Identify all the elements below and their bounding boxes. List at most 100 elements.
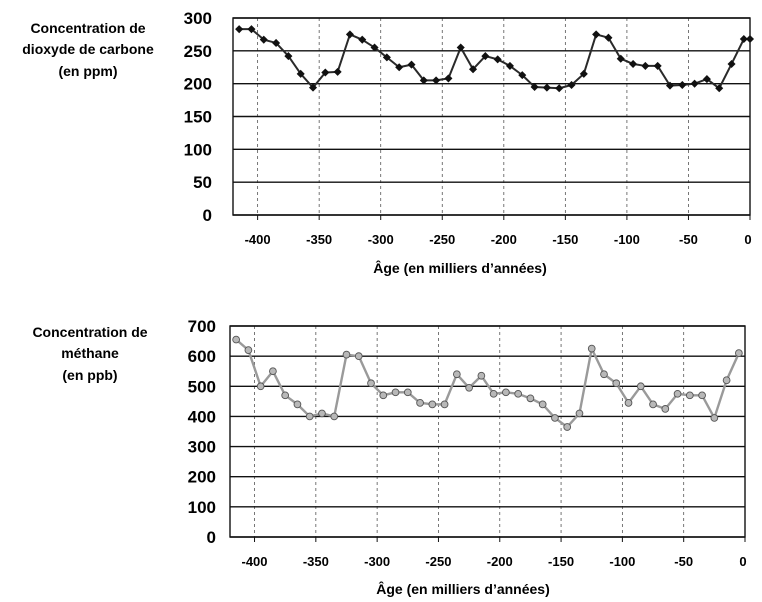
x-tick-label: -250 — [425, 554, 451, 569]
y-axis-label: Concentration de — [30, 20, 145, 36]
x-tick-label: -350 — [306, 232, 332, 247]
data-point — [293, 400, 302, 409]
data-point — [555, 84, 564, 93]
x-tick-label: -150 — [548, 554, 574, 569]
data-point — [600, 370, 608, 379]
data-point — [407, 60, 416, 69]
data-point — [641, 61, 650, 70]
data-point — [345, 30, 354, 39]
data-point — [505, 61, 514, 70]
data-point — [592, 30, 601, 39]
data-point — [514, 389, 523, 398]
x-axis-label: Âge (en milliers d’années) — [376, 580, 550, 597]
data-point — [678, 80, 687, 90]
data-point — [244, 346, 253, 354]
x-tick-label: 0 — [739, 554, 746, 569]
x-tick-label: 0 — [744, 232, 751, 247]
data-point — [542, 83, 551, 92]
y-tick-label: 500 — [188, 377, 216, 396]
data-point — [354, 352, 363, 360]
x-tick-label: -350 — [303, 554, 329, 569]
data-point — [579, 69, 588, 78]
data-point — [296, 69, 305, 78]
data-point — [305, 412, 314, 421]
data-point — [321, 68, 330, 77]
y-axis-label: méthane — [61, 345, 119, 361]
data-point — [727, 59, 736, 68]
x-tick-label: -150 — [552, 232, 578, 247]
data-point — [308, 83, 318, 92]
x-tick-label: -50 — [674, 554, 693, 569]
x-tick-label: -250 — [429, 232, 455, 247]
data-point — [518, 71, 527, 80]
data-point — [333, 67, 342, 76]
y-tick-label: 200 — [188, 468, 216, 487]
data-point — [587, 344, 596, 353]
data-point — [452, 370, 461, 379]
x-tick-label: -300 — [364, 554, 390, 569]
x-tick-label: -200 — [487, 554, 513, 569]
data-point — [538, 400, 547, 409]
data-point — [530, 82, 539, 91]
y-tick-label: 300 — [188, 438, 216, 457]
methane-chart: 0 100 200 300 400 500 600 700 -400 -350 -300 -250 -2… — [32, 317, 746, 597]
data-point — [624, 399, 633, 407]
data-point — [665, 81, 675, 90]
data-point — [735, 349, 743, 357]
data-point — [403, 388, 412, 397]
y-axis-label: (en ppb) — [62, 367, 117, 383]
y-tick-label: 150 — [184, 108, 212, 127]
data-point — [284, 52, 293, 61]
data-point — [391, 388, 400, 397]
y-axis-label: dioxyde de carbone — [22, 41, 154, 57]
x-tick-label: -100 — [614, 232, 640, 247]
y-tick-label: 600 — [188, 347, 216, 366]
x-tick-label: -400 — [242, 554, 268, 569]
data-point — [259, 35, 268, 44]
data-point — [432, 76, 441, 85]
x-tick-label: -100 — [609, 554, 635, 569]
data-point — [715, 84, 724, 93]
data-point — [629, 59, 638, 68]
data-point — [563, 423, 572, 431]
plot-frame — [229, 325, 746, 538]
data-point — [465, 383, 473, 392]
data-point — [481, 52, 490, 61]
data-point — [440, 400, 449, 409]
data-point — [567, 80, 576, 90]
y-tick-label: 300 — [184, 9, 212, 28]
y-axis-label: (en ppm) — [58, 63, 117, 79]
data-point — [232, 335, 240, 344]
data-point — [710, 414, 719, 422]
y-tick-label: 700 — [188, 317, 216, 336]
data-point — [612, 379, 621, 388]
data-point — [367, 379, 375, 388]
data-point — [673, 389, 682, 398]
data-point — [702, 75, 711, 84]
data-point — [604, 33, 613, 42]
data-point — [272, 38, 281, 47]
y-tick-label: 0 — [203, 206, 212, 225]
y-tick-label: 50 — [193, 173, 212, 192]
data-point — [444, 74, 453, 83]
data-point — [616, 54, 625, 63]
y-tick-label: 100 — [188, 498, 216, 517]
y-tick-label: 250 — [184, 42, 212, 61]
data-point — [235, 25, 244, 34]
data-point — [281, 391, 290, 400]
data-point — [526, 394, 535, 403]
x-tick-label: -300 — [368, 232, 394, 247]
data-point — [739, 34, 748, 44]
y-tick-label: 100 — [184, 140, 212, 159]
data-point — [247, 25, 256, 34]
co2-chart: 0 50 100 150 200 250 300 -400 -350 -300 -250 -200 -1… — [22, 9, 755, 276]
data-point — [551, 414, 559, 422]
data-point — [318, 409, 326, 418]
x-tick-label: -200 — [491, 232, 517, 247]
data-point — [661, 405, 670, 413]
y-axis-label: Concentration de — [32, 324, 147, 340]
data-point — [493, 55, 502, 64]
y-tick-label: 0 — [207, 528, 216, 547]
data-point — [636, 382, 645, 391]
data-point — [358, 35, 367, 44]
